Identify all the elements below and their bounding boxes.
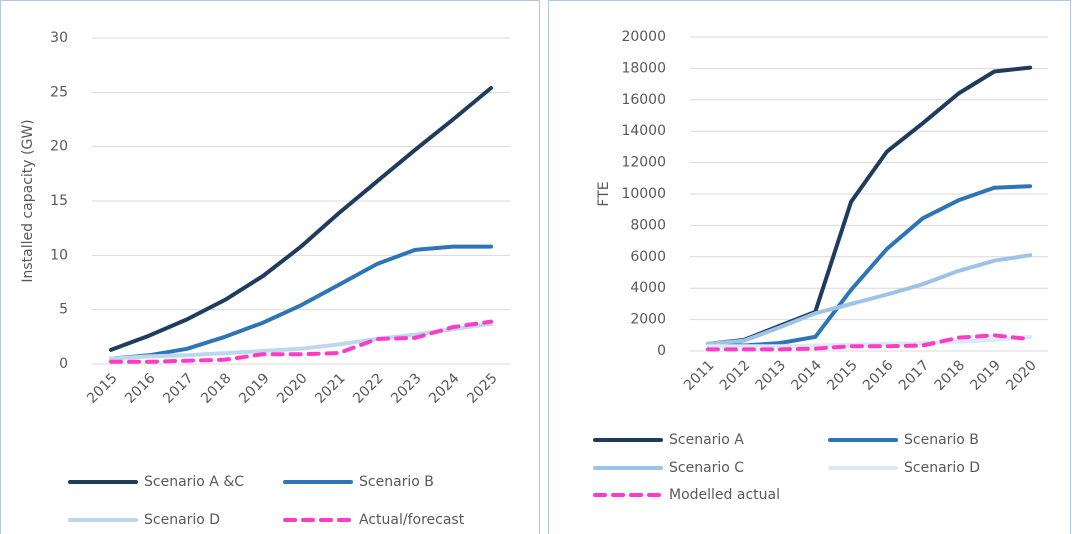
- series-line: [705, 334, 1033, 349]
- x-tick-label: 2021: [312, 370, 349, 407]
- legend-label: Scenario A &C: [144, 474, 244, 490]
- x-tick-label: 2017: [160, 370, 197, 407]
- series-line: [109, 321, 493, 361]
- legend-label: Scenario C: [669, 460, 744, 476]
- series-line: [109, 86, 493, 352]
- legend-label: Scenario D: [904, 460, 980, 476]
- x-tick-label: 2019: [236, 370, 273, 407]
- y-tick-label: 0: [657, 343, 666, 359]
- series-line: [705, 333, 1033, 352]
- panel-border: [548, 0, 1071, 534]
- y-tick-label: 16000: [621, 92, 666, 108]
- x-tick-label: 2014: [788, 357, 825, 394]
- series-line: [705, 65, 1033, 346]
- y-tick-label: 0: [59, 356, 68, 372]
- y-tick-label: 2000: [630, 312, 666, 328]
- series-line: [109, 319, 493, 364]
- x-tick-label: 2019: [967, 357, 1004, 394]
- y-tick-label: 15: [50, 193, 68, 209]
- legend-label: Modelled actual: [669, 487, 780, 503]
- x-tick-label: 2022: [350, 370, 387, 407]
- x-tick-label: 2017: [896, 357, 933, 394]
- y-tick-label: 20000: [621, 29, 666, 45]
- y-axis-label: FTE: [596, 181, 612, 206]
- y-tick-label: 10: [50, 247, 68, 263]
- panel-border: [0, 0, 540, 534]
- x-tick-label: 2020: [1003, 357, 1040, 394]
- legend-label: Scenario A: [669, 432, 744, 448]
- x-tick-label: 2013: [753, 357, 790, 394]
- y-tick-label: 8000: [630, 217, 666, 233]
- legend-label: Scenario B: [904, 432, 979, 448]
- y-tick-label: 12000: [621, 155, 666, 171]
- legend-label: Scenario B: [359, 474, 434, 490]
- y-tick-label: 25: [50, 84, 68, 100]
- x-tick-label: 2020: [274, 370, 311, 407]
- x-tick-label: 2025: [464, 370, 501, 407]
- legend-label: Scenario D: [144, 512, 220, 528]
- y-tick-label: 6000: [630, 249, 666, 265]
- y-tick-label: 10000: [621, 186, 666, 202]
- x-tick-label: 2016: [860, 357, 897, 394]
- y-tick-label: 18000: [621, 60, 666, 76]
- y-tick-label: 4000: [630, 280, 666, 296]
- y-axis-label: Installed capacity (GW): [20, 119, 36, 282]
- series-line: [109, 244, 493, 361]
- y-tick-label: 30: [50, 30, 68, 46]
- y-tick-label: 20: [50, 139, 68, 155]
- x-tick-label: 2018: [198, 370, 235, 407]
- x-tick-label: 2018: [932, 357, 969, 394]
- x-tick-label: 2015: [84, 370, 121, 407]
- x-tick-label: 2015: [824, 357, 861, 394]
- x-tick-label: 2023: [388, 370, 425, 407]
- x-tick-label: 2011: [681, 357, 718, 394]
- x-tick-label: 2024: [426, 370, 463, 407]
- x-tick-label: 2012: [717, 357, 754, 394]
- y-tick-label: 5: [59, 302, 68, 318]
- series-line: [705, 253, 1033, 346]
- legend-label: Actual/forecast: [359, 512, 465, 528]
- y-tick-label: 14000: [621, 123, 666, 139]
- x-tick-label: 2016: [122, 370, 159, 407]
